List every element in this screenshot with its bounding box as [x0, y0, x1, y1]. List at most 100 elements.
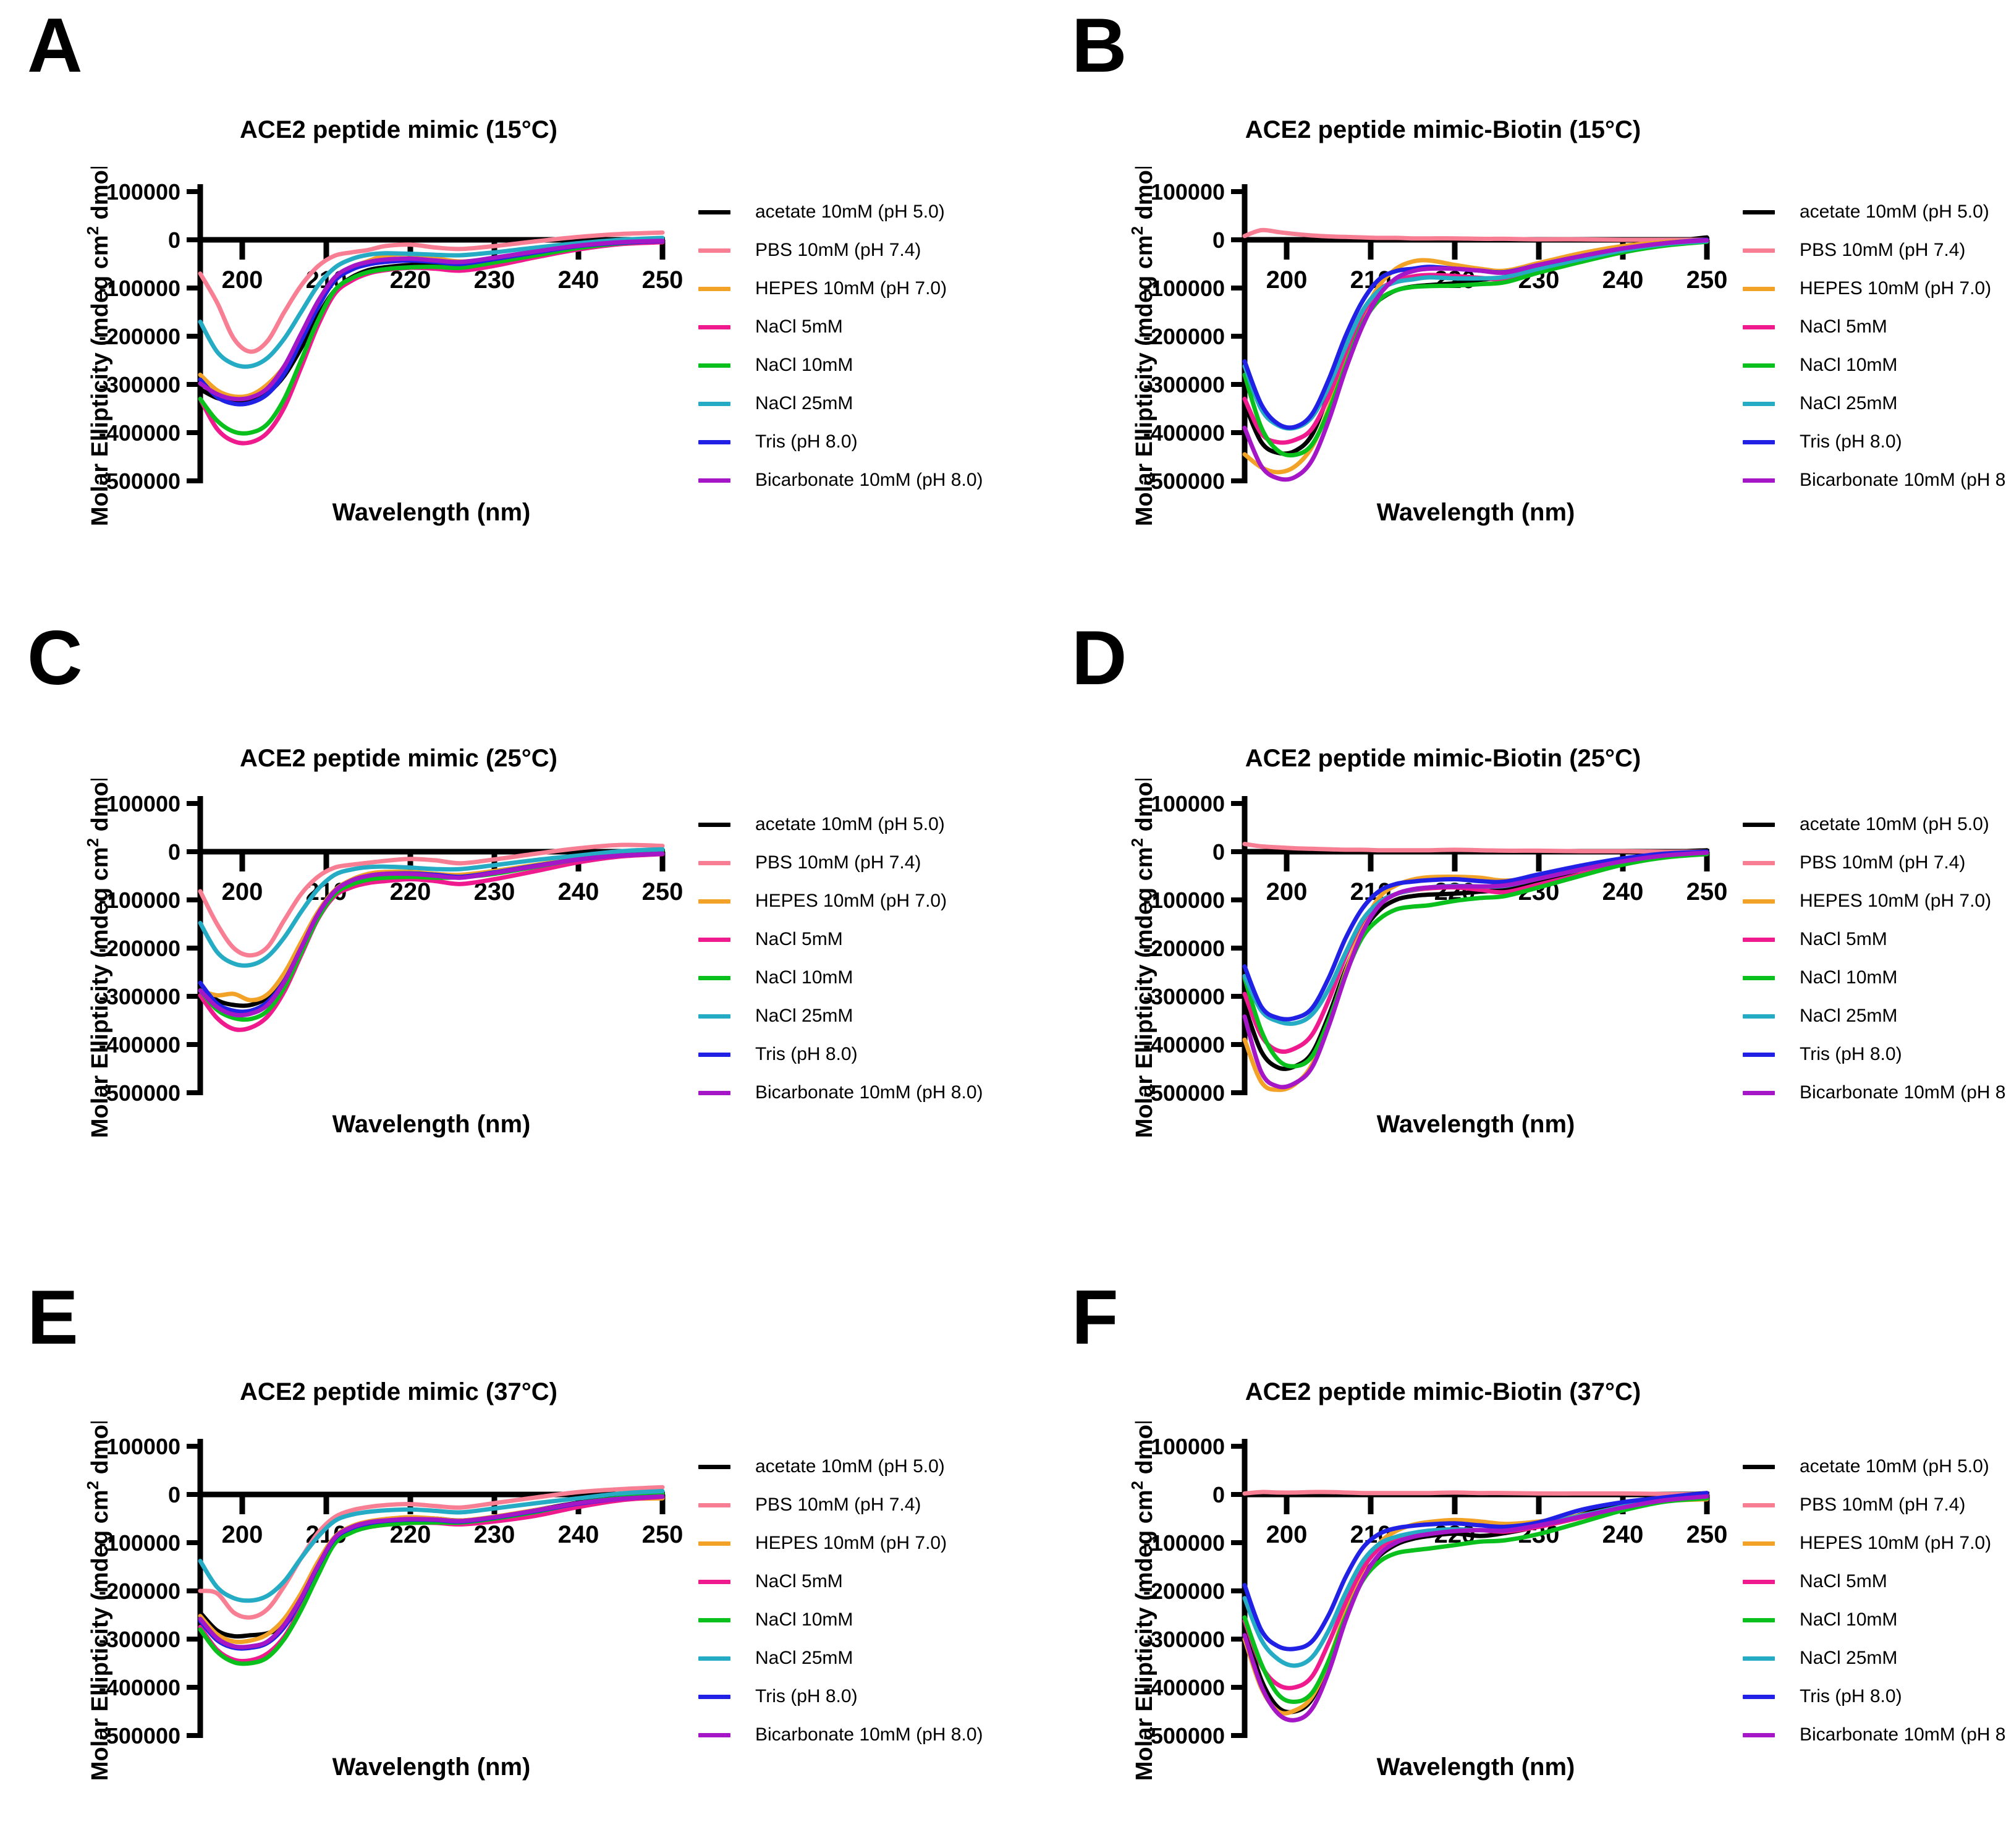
y-tick-label: -300000	[99, 372, 180, 397]
panel-d: D ACE2 peptide mimic-Biotin (25°C) 10000…	[1044, 609, 2006, 1190]
x-tick-label: 200	[1266, 878, 1308, 905]
legend-item: acetate 10mM (pH 5.0)	[698, 1447, 983, 1486]
legend-swatch	[1743, 937, 1775, 942]
cd-spectra-chart: 100000 0 -100000 -200000 -300000 -400000 -5000…	[1128, 167, 1728, 526]
legend-label: NaCl 25mM	[755, 393, 853, 413]
legend-label: Bicarbonate 10mM (pH 8.0)	[1800, 1724, 2006, 1745]
legend-swatch	[1743, 324, 1775, 329]
legend-label: PBS 10mM (pH 7.4)	[1800, 240, 1966, 260]
y-axis-label: Molar Ellipticity (mdeg cm2 dmol-1)	[83, 1422, 113, 1781]
legend-label: Bicarbonate 10mM (pH 8.0)	[1800, 1082, 2006, 1103]
series-line-pbs-10mm-ph-7-4-	[198, 842, 665, 958]
legend-item: NaCl 5mM	[698, 920, 983, 959]
x-tick-label: 200	[1266, 1521, 1308, 1548]
y-axis-label: Molar Ellipticity (mdeg cm2 dmol-1)	[1128, 779, 1157, 1138]
legend-item: acetate 10mM (pH 5.0)	[1743, 805, 2006, 844]
legend-swatch	[1743, 860, 1775, 865]
legend-label: Tris (pH 8.0)	[755, 1044, 858, 1064]
legend-swatch	[698, 975, 730, 980]
legend-label: Bicarbonate 10mM (pH 8.0)	[755, 1082, 983, 1103]
chart-title: ACE2 peptide mimic-Biotin (15°C)	[1245, 116, 1641, 143]
legend-label: NaCl 25mM	[755, 1006, 853, 1026]
panel-e: E ACE2 peptide mimic (37°C) 100000 0 -1000…	[0, 1267, 1003, 1848]
x-tick-label: 200	[222, 1521, 263, 1548]
y-tick-label: -500000	[99, 468, 180, 494]
legend-label: NaCl 25mM	[1800, 1006, 1898, 1026]
legend-label: Tris (pH 8.0)	[1800, 1044, 1902, 1064]
legend-label: acetate 10mM (pH 5.0)	[1800, 814, 1989, 834]
chart-title: ACE2 peptide mimic-Biotin (25°C)	[1245, 745, 1641, 772]
legend-swatch	[1743, 975, 1775, 980]
y-tick-label: -500000	[99, 1723, 180, 1748]
series-line-bicarbonate-10mm-ph-8-0-	[198, 851, 665, 1018]
cd-spectra-chart: 100000 0 -100000 -200000 -300000 -400000 -5000…	[83, 167, 683, 526]
legend-swatch	[1743, 248, 1775, 253]
series-line-bicarbonate-10mm-ph-8-0-	[1242, 238, 1709, 482]
legend-item: acetate 10mM (pH 5.0)	[698, 805, 983, 844]
legend-swatch	[698, 1014, 730, 1019]
series-line-tris-ph-8-0-	[1242, 849, 1709, 1022]
panel-letter: B	[1072, 3, 1127, 88]
legend-label: NaCl 5mM	[1800, 1571, 1887, 1592]
legend-item: HEPES 10mM (pH 7.0)	[1743, 1524, 2006, 1562]
x-tick-label: 250	[1686, 1521, 1728, 1548]
legend-swatch	[698, 1694, 730, 1699]
cd-spectra-chart: 100000 0 -100000 -200000 -300000 -400000 -5000…	[83, 779, 683, 1138]
x-axis-label: Wavelength (nm)	[1377, 499, 1575, 526]
legend-swatch	[1743, 1694, 1775, 1699]
series-line-nacl-10mm	[1242, 1496, 1709, 1704]
legend-item: NaCl 25mM	[698, 1639, 983, 1677]
y-tick-label: -100000	[1143, 1530, 1225, 1556]
x-tick-label: 240	[558, 266, 599, 294]
legend-item: Tris (pH 8.0)	[1743, 1035, 2006, 1074]
y-tick-label: -100000	[1143, 888, 1225, 913]
legend-swatch	[1743, 286, 1775, 291]
x-tick-label: 250	[1686, 266, 1728, 294]
y-tick-label: -100000	[99, 888, 180, 913]
x-tick-label: 240	[1602, 878, 1644, 905]
y-tick-label: 100000	[1151, 791, 1225, 816]
x-axis-label: Wavelength (nm)	[1377, 1111, 1575, 1138]
legend-item: Bicarbonate 10mM (pH 8.0)	[698, 461, 983, 499]
legend-swatch	[698, 363, 730, 368]
legend-swatch	[1743, 1617, 1775, 1622]
x-tick-label: 220	[390, 878, 431, 905]
panel-c: C ACE2 peptide mimic (25°C) 100000 0 -1000…	[0, 609, 1003, 1190]
legend-label: HEPES 10mM (pH 7.0)	[755, 278, 947, 299]
x-axis-label: Wavelength (nm)	[332, 1753, 531, 1781]
legend-swatch	[698, 899, 730, 904]
legend-swatch	[1743, 1503, 1775, 1507]
cd-spectra-chart: 100000 0 -100000 -200000 -300000 -400000 -5000…	[1128, 779, 1727, 1138]
legend-item: HEPES 10mM (pH 7.0)	[698, 1524, 983, 1562]
legend-label: NaCl 25mM	[1800, 393, 1898, 413]
y-tick-label: -400000	[99, 1675, 180, 1700]
legend-label: NaCl 10mM	[1800, 355, 1898, 375]
legend-item: NaCl 25mM	[1743, 997, 2006, 1035]
y-axis-label: Molar Ellipticity (mdeg cm2 dmol-1)	[1128, 1422, 1157, 1781]
legend-item: NaCl 5mM	[698, 1562, 983, 1601]
x-tick-label: 200	[1266, 266, 1308, 294]
series-line-hepes-10mm-ph-7-0-	[1242, 239, 1709, 475]
legend-label: Tris (pH 8.0)	[755, 1686, 858, 1706]
legend-item: NaCl 10mM	[1743, 1601, 2006, 1639]
legend-swatch	[1743, 363, 1775, 368]
legend-label: NaCl 5mM	[755, 1571, 843, 1592]
y-tick-label: -500000	[99, 1080, 180, 1106]
panel-letter: E	[27, 1275, 78, 1360]
legend-label: NaCl 25mM	[1800, 1648, 1898, 1668]
legend-item: PBS 10mM (pH 7.4)	[1743, 844, 2006, 882]
legend-swatch	[1743, 899, 1775, 904]
series-line-bicarbonate-10mm-ph-8-0-	[1242, 1494, 1709, 1723]
legend-item: Bicarbonate 10mM (pH 8.0)	[1743, 1716, 2006, 1754]
legend-swatch	[698, 324, 730, 329]
legend-swatch	[1743, 1656, 1775, 1661]
legend-label: HEPES 10mM (pH 7.0)	[1800, 891, 1992, 911]
y-axis-label: Molar Ellipticity (mdeg cm2 dmol-1)	[1128, 167, 1157, 526]
y-tick-label: -500000	[1143, 468, 1225, 494]
legend-item: NaCl 25mM	[1743, 384, 2006, 423]
series-line-bicarbonate-10mm-ph-8-0-	[1242, 850, 1709, 1090]
panel-letter: D	[1072, 616, 1127, 701]
x-tick-label: 240	[558, 1521, 599, 1548]
chart-title: ACE2 peptide mimic (37°C)	[240, 1378, 557, 1405]
series-line-bicarbonate-10mm-ph-8-0-	[198, 1494, 665, 1650]
